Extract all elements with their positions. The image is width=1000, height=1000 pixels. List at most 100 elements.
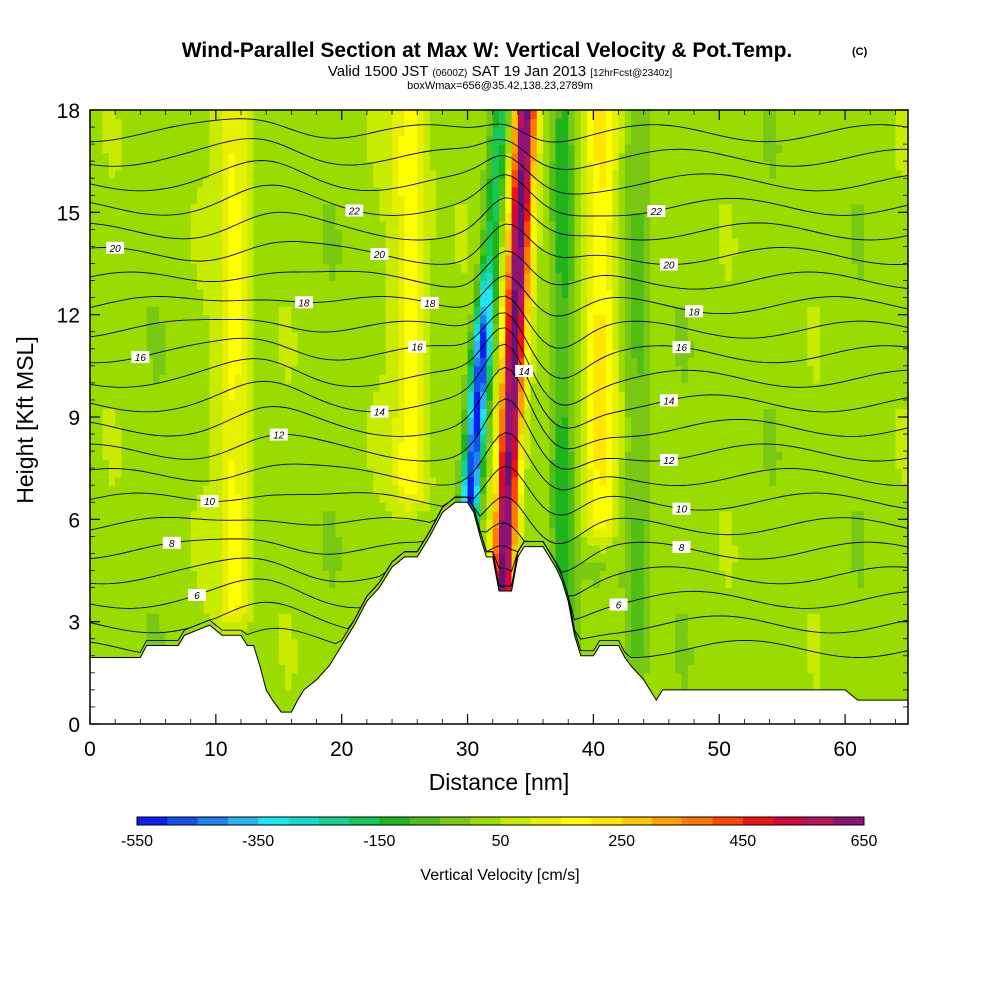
velocity-cell [392,536,399,546]
velocity-cell [203,596,211,606]
velocity-cell [241,186,248,196]
velocity-cell [505,348,513,358]
velocity-cell [366,391,374,401]
velocity-cell [360,237,368,248]
velocity-cell [417,152,425,162]
velocity-cell [410,229,418,239]
velocity-cell [134,237,141,248]
velocity-cell [511,237,519,248]
velocity-cell [385,272,393,282]
velocity-cell [228,468,236,478]
velocity-cell [241,459,248,469]
velocity-cell [492,195,500,205]
velocity-cell [347,596,355,606]
velocity-cell [373,263,381,273]
velocity-cell [215,212,223,222]
velocity-cell [178,476,185,486]
velocity-cell [347,536,355,546]
velocity-cell [127,570,135,580]
velocity-cell [190,169,198,179]
velocity-cell [429,323,437,333]
velocity-cell [341,152,349,162]
velocity-cell [329,135,336,145]
velocity-cell [259,579,267,589]
velocity-cell [473,229,481,239]
velocity-cell [398,502,406,512]
velocity-cell [115,468,123,478]
velocity-cell [241,220,248,230]
velocity-cell [259,340,267,350]
velocity-cell [247,118,255,128]
velocity-cell [247,408,255,418]
velocity-cell [272,391,280,401]
velocity-cell [146,442,154,452]
velocity-cell [247,493,255,503]
velocity-cell [108,118,116,128]
velocity-cell [241,323,248,333]
velocity-cell [241,118,248,128]
velocity-cell [423,348,431,358]
velocity-cell [291,357,299,367]
velocity-cell [228,399,236,410]
velocity-cell [461,476,469,486]
velocity-cell [366,434,374,444]
velocity-cell [272,502,280,512]
velocity-cell [335,587,343,597]
velocity-cell [209,186,217,196]
velocity-cell [448,203,456,213]
velocity-cell [196,203,204,213]
velocity-cell [247,596,255,606]
velocity-cell [429,425,437,435]
velocity-cell [247,110,255,120]
velocity-cell [347,417,355,427]
velocity-cell [517,510,525,520]
velocity-cell [184,229,192,239]
velocity-cell [511,118,519,128]
velocity-cell [347,493,355,503]
velocity-cell [423,220,431,230]
velocity-cell [404,289,412,299]
velocity-cell [429,493,437,503]
velocity-cell [253,186,261,196]
velocity-cell [492,306,500,316]
velocity-cell [190,135,198,145]
velocity-cell [266,544,274,555]
velocity-cell [228,476,236,486]
velocity-cell [115,544,123,555]
velocity-cell [310,664,318,674]
velocity-cell [96,220,104,230]
velocity-cell [303,374,311,384]
velocity-cell [203,152,211,162]
velocity-cell [247,323,255,333]
velocity-cell [108,331,116,341]
velocity-cell [347,399,355,410]
velocity-cell [90,442,97,452]
velocity-cell [347,365,355,375]
velocity-cell [291,553,299,563]
velocity-cell [272,468,280,478]
velocity-cell [102,374,110,384]
velocity-cell [303,527,311,537]
velocity-cell [127,340,135,350]
velocity-cell [335,425,343,435]
velocity-cell [398,220,406,230]
velocity-cell [404,203,412,213]
velocity-cell [373,451,381,461]
velocity-cell [347,408,355,418]
velocity-cell [146,536,154,546]
velocity-cell [285,536,292,546]
velocity-cell [398,365,406,375]
velocity-cell [505,434,513,444]
velocity-cell [266,280,274,290]
velocity-cell [303,186,311,196]
velocity-cell [322,630,330,640]
velocity-cell [146,314,154,324]
velocity-cell [511,408,519,418]
velocity-cell [266,297,274,307]
velocity-cell [278,365,286,375]
velocity-cell [115,630,123,640]
velocity-cell [140,186,148,196]
velocity-cell [379,229,387,239]
velocity-cell [429,246,437,256]
velocity-cell [366,476,374,486]
